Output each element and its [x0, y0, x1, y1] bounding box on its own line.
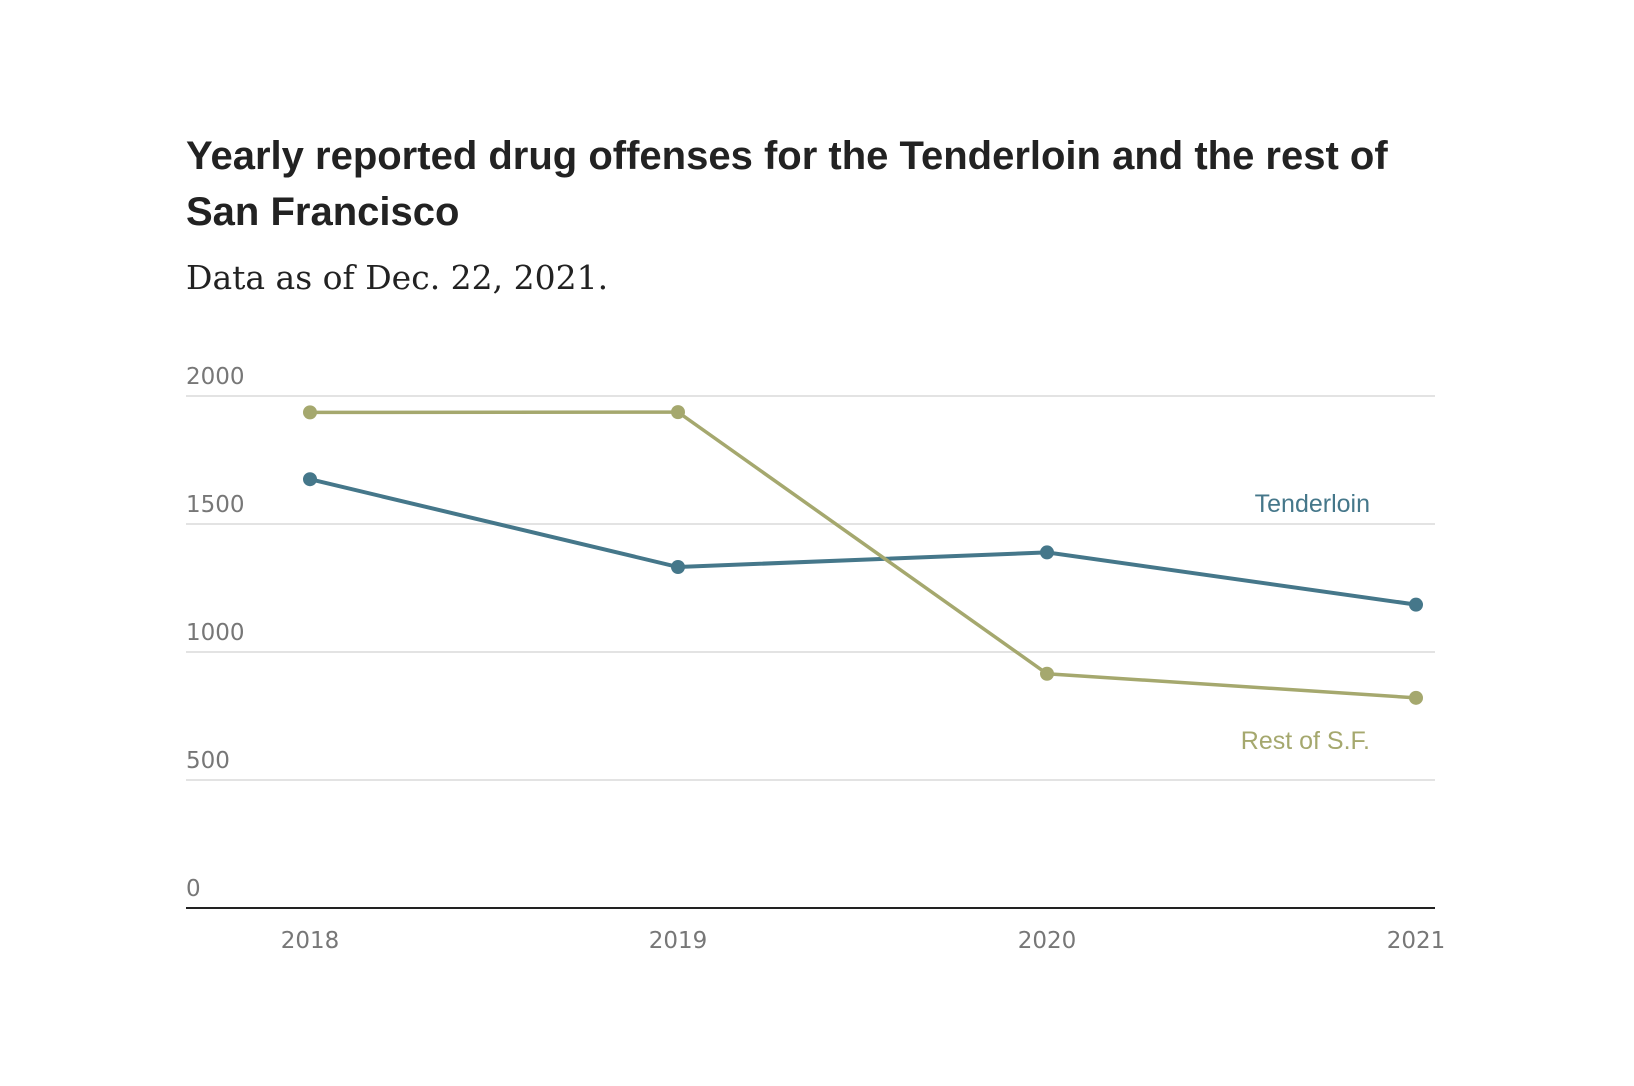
chart-title: Yearly reported drug offenses for the Te…	[186, 134, 1388, 234]
x-tick-label: 2021	[1387, 928, 1446, 954]
data-point	[1040, 666, 1054, 681]
data-point	[1409, 597, 1423, 612]
x-tick-label: 2018	[281, 928, 340, 954]
y-tick-label: 500	[186, 748, 230, 774]
chart-subtitle: Data as of Dec. 22, 2021.	[186, 258, 609, 297]
y-tick-label: 0	[186, 876, 201, 902]
series-line-tenderloin	[309, 477, 1417, 607]
y-tick-label: 1500	[186, 492, 245, 518]
series-line-rest-of-sf	[309, 410, 1417, 700]
data-point	[303, 405, 317, 420]
x-tick-label: 2019	[649, 928, 708, 954]
y-tick-label: 2000	[186, 364, 245, 390]
data-point	[671, 560, 685, 575]
data-point	[671, 405, 685, 420]
y-tick-label: 1000	[186, 620, 245, 646]
series-label: Rest of S.F.	[1241, 727, 1370, 755]
data-point	[1040, 545, 1054, 560]
data-point	[1409, 690, 1423, 705]
data-point	[303, 472, 317, 487]
series-label: Tenderloin	[1255, 490, 1370, 518]
x-tick-label: 2020	[1018, 928, 1077, 954]
